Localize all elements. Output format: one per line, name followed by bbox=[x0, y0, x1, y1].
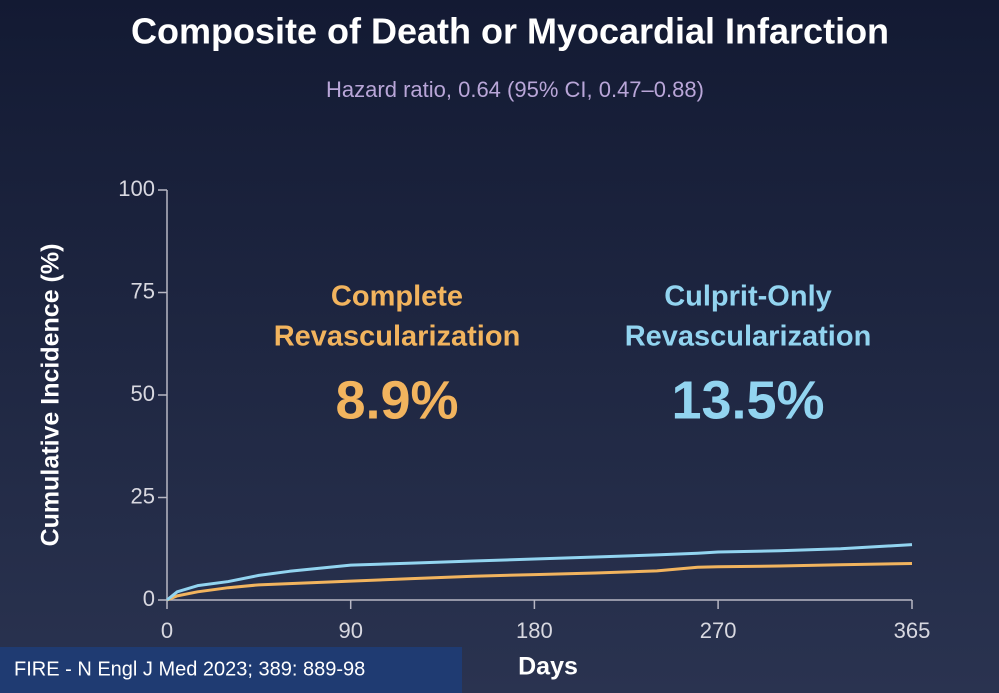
x-tick-label: 90 bbox=[338, 618, 362, 643]
y-tick-label: 25 bbox=[131, 483, 155, 508]
x-axis-label: Days bbox=[518, 653, 578, 681]
y-tick-label: 75 bbox=[131, 278, 155, 303]
annotation-value: 13.5% bbox=[671, 370, 824, 430]
x-tick-label: 180 bbox=[516, 618, 553, 643]
chart-subtitle: Hazard ratio, 0.64 (95% CI, 0.47–0.88) bbox=[326, 77, 704, 102]
x-tick-label: 270 bbox=[700, 618, 737, 643]
km-curve bbox=[166, 562, 913, 602]
km-curve bbox=[166, 543, 913, 602]
annotation-label: Complete bbox=[331, 281, 463, 313]
y-tick-label: 0 bbox=[143, 586, 155, 611]
annotation-label: Revascularization bbox=[625, 321, 872, 353]
source-box bbox=[0, 647, 462, 693]
annotation-value: 8.9% bbox=[335, 370, 458, 430]
x-tick-label: 365 bbox=[894, 618, 931, 643]
annotation-label: Culprit-Only bbox=[664, 281, 832, 313]
chart-title: Composite of Death or Myocardial Infarct… bbox=[131, 11, 889, 52]
x-tick-label: 0 bbox=[161, 618, 173, 643]
source: FIRE - N Engl J Med 2023; 389: 889-98 bbox=[14, 658, 365, 680]
y-axis-label: Cumulative Incidence (%) bbox=[37, 244, 65, 547]
annotation-label: Revascularization bbox=[274, 321, 521, 353]
y-tick-label: 100 bbox=[118, 176, 155, 201]
y-tick-label: 50 bbox=[131, 381, 155, 406]
